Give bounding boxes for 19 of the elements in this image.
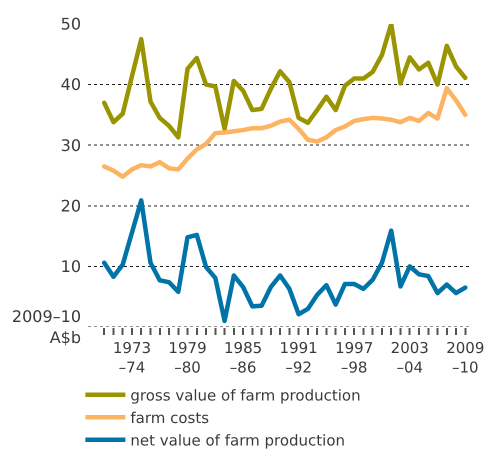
x-tick-label: 1985 –86 [224,339,262,376]
y-tick-label: 20 [60,196,81,216]
line-series [102,24,468,140]
legend-label: gross value of farm production [130,386,361,405]
x-tick-label: 1997 –98 [335,339,374,376]
x-tick-label: 2009 –10 [446,339,484,376]
line-series [102,198,468,324]
y-tick-label: 10 [60,257,81,276]
y-tick-label: 50 [60,14,81,34]
x-tick-label: 1973 –74 [112,339,152,376]
line-series [102,86,468,179]
y-tick-label: 30 [60,136,81,155]
x-tick-label: 1979 –80 [168,339,207,376]
y-tick-label: 40 [60,75,81,94]
legend-label: net value of farm production [130,432,346,450]
x-tick-label: 1991 –92 [280,339,318,376]
legend-label: farm costs [130,409,210,428]
x-tick-label: 2003 –04 [390,339,429,376]
y-tick-label: 2009–10 A$b [12,307,81,347]
